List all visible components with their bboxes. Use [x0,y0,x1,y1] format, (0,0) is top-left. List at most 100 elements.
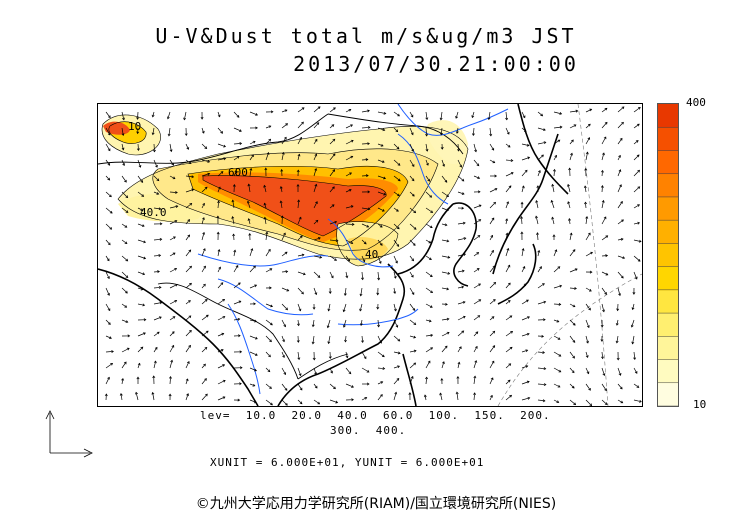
wind-vector [105,271,110,279]
wind-vector-head [334,258,337,261]
wind-vector [633,255,641,262]
color-legend [657,103,679,407]
wind-vector-head [121,147,125,151]
wind-vector [505,347,513,353]
wind-vector [569,139,574,145]
wind-vector-head [638,239,642,243]
wind-vector-head [621,121,624,125]
wind-vector [153,302,162,305]
wind-vector [313,255,322,258]
wind-vector [585,123,591,129]
wind-vector-head [586,340,589,344]
rivers [197,104,509,395]
wind-vector-head [296,183,300,187]
wind-vector [137,271,145,275]
wind-vector [169,345,175,353]
wind-vector [425,334,433,337]
wind-vector [265,367,271,372]
wind-vector [521,185,525,193]
wind-vector [521,365,528,369]
wind-vector [585,216,588,225]
wind-vector-head [589,108,593,112]
legend-band [658,150,678,175]
wind-vector [217,364,225,369]
wind-vector-head [126,347,130,351]
wind-vector [313,201,318,209]
wind-vector-head [490,377,494,381]
wind-vector [329,255,337,261]
wind-vector-head [446,208,449,212]
wind-vector-head [363,241,367,245]
wind-vector [105,287,110,296]
wind-vector-head [440,377,444,381]
wind-vector-head [461,330,465,334]
wind-vector-head [506,131,510,135]
wind-vector [217,349,224,353]
wind-vector-head [471,133,475,136]
wind-vector [217,380,226,385]
wind-vector-head [552,234,556,237]
wind-vector-head [523,129,527,133]
wind-vector [249,383,255,387]
wind-vector-head [202,231,206,235]
wind-vector-head [413,335,417,339]
wind-vector [265,383,272,389]
wind-vector [297,254,304,257]
wind-vector-head [170,359,174,363]
wind-vector [601,170,603,177]
wind-vector [249,351,258,356]
wind-vector-head [189,329,192,333]
wind-vector-head [328,291,332,294]
wind-vector-head [382,367,386,371]
wind-vector [265,399,273,406]
wind-vector [249,248,253,257]
wind-vector [329,383,336,389]
wind-vector [153,361,157,369]
wind-vector-head [311,324,315,328]
wind-vector [121,143,124,150]
wind-vector [457,143,459,152]
wind-vector [328,335,331,344]
wind-vector-head [296,169,300,173]
wind-vector-head [365,174,369,178]
wind-vector-head [267,369,271,373]
wind-vector-head [284,251,288,255]
wind-vector-head [359,323,363,327]
wind-vector-head [396,378,400,381]
wind-vector-head [556,319,560,323]
wind-vector-head [541,154,544,158]
wind-vector [248,184,251,193]
wind-vector [345,140,354,145]
wind-vector [489,188,498,193]
wind-vector [217,249,220,257]
wind-vector [457,346,462,353]
wind-vector-head [175,205,179,208]
wind-vector-head [379,243,383,246]
wind-vector [345,109,351,113]
wind-vector-head [298,216,302,220]
wind-vector [377,111,386,114]
wind-vector-head [335,239,339,243]
wind-vector [585,351,589,358]
wind-vector-head [264,167,268,171]
wind-vector-head [172,252,176,256]
wind-vector-head [491,360,495,364]
wind-vector-head [459,164,463,168]
wind-vector-head [559,125,563,129]
wind-vector-head [410,274,414,278]
wind-vector [329,138,336,145]
wind-vector [297,271,306,275]
wind-vector [617,201,623,209]
wind-vector [568,218,571,225]
wind-vector [249,367,257,372]
wind-vector [137,346,144,353]
wind-vector [409,255,414,261]
wind-vector [585,251,593,257]
wind-vector [425,223,433,228]
wind-vector-head [492,265,496,269]
wind-vector-head [573,402,577,406]
wind-vector-head [587,137,591,140]
wind-vector [409,362,416,369]
wind-vector [553,383,561,388]
wind-vector [217,158,226,161]
